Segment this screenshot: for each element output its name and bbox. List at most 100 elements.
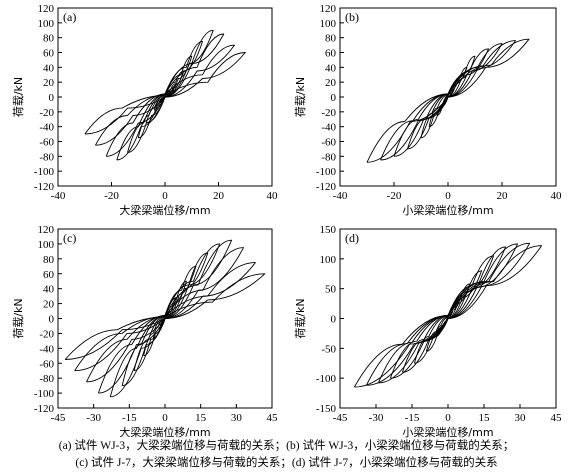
y-tick-label: -100 [316, 373, 337, 385]
x-tick-label: -30 [86, 412, 101, 424]
y-tick-label: 80 [43, 254, 55, 266]
hysteresis-loop [420, 55, 476, 139]
y-tick-label: 0 [49, 314, 55, 326]
x-axis-title: 小梁梁端位移/mm [402, 425, 493, 438]
hysteresis-loop [105, 33, 225, 157]
hysteresis-loop [354, 245, 543, 388]
panel-label: (d) [345, 231, 359, 245]
y-tick-label: -20 [39, 107, 54, 119]
y-tick-label: -100 [34, 166, 55, 178]
y-tick-label: -120 [34, 181, 55, 193]
hysteresis-loop [95, 44, 235, 146]
hysteresis-loop [109, 243, 221, 398]
y-tick-label: 0 [331, 314, 337, 326]
hysteresis-loop [143, 280, 187, 357]
y-tick-label: 100 [38, 239, 55, 251]
hysteresis-loop [380, 40, 516, 161]
panel-2: -45 -30 -15 0 15 30 45 -120 -100 -80 -60 -40 -20 0 20 4… [12, 224, 278, 438]
y-axis-title: 荷载/kN [12, 77, 25, 117]
x-tick-label: -15 [122, 412, 137, 424]
hysteresis-loop [401, 255, 495, 373]
y-axis-title: 荷载/kN [294, 77, 307, 117]
panel-1: -40 -20 0 20 40 -120 -100 -80 -60 -40 -20 0 20 40 60 80… [294, 3, 562, 217]
y-tick-label: 40 [325, 62, 337, 74]
y-tick-label: 60 [43, 269, 55, 281]
x-tick-label: -40 [333, 190, 348, 202]
y-tick-label: -60 [39, 358, 54, 370]
y-tick-label: 0 [49, 92, 55, 104]
x-tick-label: -30 [369, 412, 384, 424]
figure-caption: (a) 试件 WJ-3，大梁梁端位移与荷载的关系；(b) 试件 WJ-3，小梁梁… [0, 438, 573, 472]
panel-label: (b) [345, 10, 359, 24]
y-tick-label: 20 [325, 77, 337, 89]
y-tick-label: -80 [321, 151, 336, 163]
y-tick-label: -20 [39, 328, 54, 340]
hysteresis-loop [365, 242, 531, 386]
hysteresis-loop [393, 43, 503, 157]
x-tick-label: 20 [213, 190, 225, 202]
y-tick-label: 100 [38, 18, 55, 30]
hysteresis-loop [407, 48, 489, 150]
y-tick-label: -40 [321, 122, 336, 134]
y-tick-label: 80 [325, 33, 337, 45]
y-tick-label: 20 [43, 299, 55, 311]
x-tick-label: -20 [104, 190, 119, 202]
y-tick-label: 100 [320, 254, 337, 266]
x-tick-label: -20 [387, 190, 402, 202]
y-tick-label: -120 [316, 181, 337, 193]
x-tick-label: 15 [195, 412, 207, 424]
hysteresis-loop [64, 273, 266, 360]
x-tick-label: 0 [162, 190, 168, 202]
panel-label: (a) [63, 10, 76, 24]
x-tick-label: 40 [551, 190, 563, 202]
y-tick-label: 120 [38, 3, 55, 15]
hysteresis-loop [84, 52, 246, 135]
y-tick-label: 150 [320, 224, 337, 236]
x-tick-label: 0 [162, 412, 168, 424]
x-axis-title: 大梁梁端位移/mm [119, 203, 210, 217]
hysteresis-loop [86, 247, 244, 383]
y-tick-label: 60 [43, 48, 55, 60]
x-tick-label: 0 [445, 412, 451, 424]
hysteresis-loop [377, 243, 519, 384]
x-tick-label: 30 [231, 412, 243, 424]
x-tick-label: 0 [445, 190, 451, 202]
y-axis-title: 荷载/kN [294, 298, 307, 338]
hysteresis-loop [153, 83, 177, 111]
x-tick-label: -40 [51, 190, 66, 202]
x-tick-label: 45 [267, 412, 279, 424]
caption-line-2: (c) 试件 J-7，大梁梁端位移与荷载的关系；(d) 试件 J-7，小梁梁端位… [75, 457, 498, 469]
x-axis-title: 小梁梁端位移/mm [402, 203, 493, 217]
x-tick-label: 15 [479, 412, 491, 424]
panel-3: -45 -30 -15 0 15 30 45-150-100-50050100150(d)小… [294, 224, 562, 438]
hysteresis-loop [74, 262, 256, 372]
y-tick-label: 0 [331, 92, 337, 104]
y-tick-label: -20 [321, 107, 336, 119]
y-tick-label: 40 [43, 284, 55, 296]
panel-0: -40 -20 0 20 40 -120 -100 -80 -60 -40 -20 0 20 40 60 80… [12, 3, 278, 217]
y-tick-label: -100 [34, 388, 55, 400]
x-tick-label: -45 [333, 412, 348, 424]
y-tick-label: 120 [320, 3, 337, 15]
y-tick-label: -60 [39, 137, 54, 149]
x-tick-label: -15 [405, 412, 420, 424]
y-tick-label: -100 [316, 166, 337, 178]
y-tick-label: -40 [39, 122, 54, 134]
x-tick-label: 30 [515, 412, 527, 424]
y-tick-label: 60 [325, 48, 337, 60]
y-tick-label: -50 [321, 343, 336, 355]
x-tick-label: 20 [497, 190, 509, 202]
x-axis-title: 大梁梁端位移/mm [119, 425, 210, 438]
y-tick-label: -80 [39, 151, 54, 163]
y-tick-label: 50 [325, 284, 337, 296]
y-tick-label: -40 [39, 343, 54, 355]
hysteresis-loop [137, 55, 193, 139]
hysteresis-loop [389, 246, 507, 379]
y-tick-label: -120 [34, 403, 55, 415]
y-tick-label: 20 [43, 77, 55, 89]
x-tick-label: -45 [51, 412, 66, 424]
y-tick-label: 80 [43, 33, 55, 45]
hysteresis-loop [97, 239, 233, 394]
y-tick-label: -60 [321, 137, 336, 149]
y-tick-label: -150 [316, 403, 337, 415]
